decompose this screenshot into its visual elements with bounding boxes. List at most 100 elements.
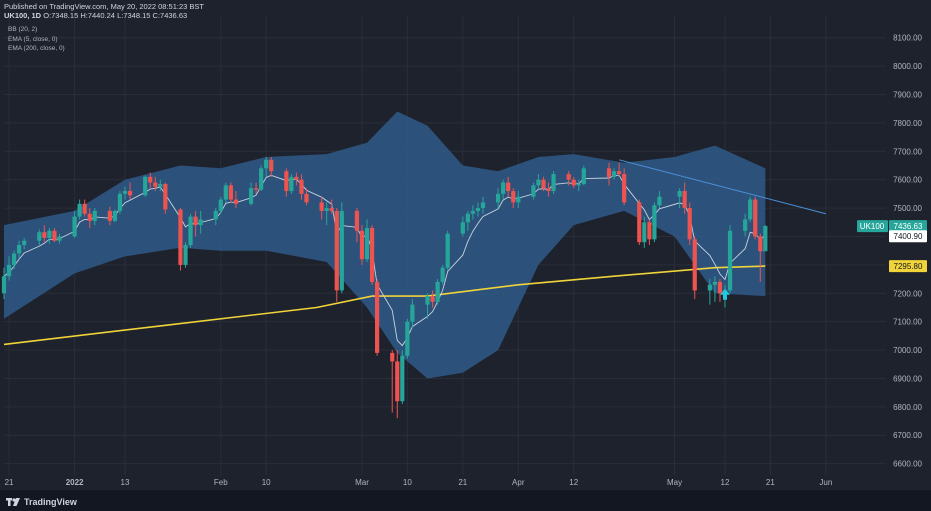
candle-body	[677, 191, 682, 197]
candle-body	[178, 209, 183, 265]
price-label-box	[889, 260, 927, 273]
candle-body	[611, 171, 617, 177]
candle-body	[253, 188, 259, 190]
candle	[687, 202, 692, 245]
candle-body	[435, 281, 440, 302]
price-label-value: 7400.90	[894, 232, 923, 241]
candle-body	[430, 296, 435, 302]
candle-body	[727, 230, 733, 291]
candle-body	[375, 281, 380, 353]
candle	[622, 168, 627, 206]
candle	[57, 233, 62, 244]
price-axis[interactable]: 6600.00 6700.00 6800.00 6900.00 7000.00 7100.…	[886, 0, 931, 490]
candle-body	[400, 355, 405, 402]
candle-body	[218, 199, 223, 211]
candle-body	[717, 281, 723, 294]
y-tick-label: 8000.00	[893, 62, 922, 71]
candle-body	[470, 210, 475, 214]
ema200-price: 7295.80	[889, 260, 927, 273]
candle-body	[289, 176, 294, 192]
candle-body	[541, 179, 546, 189]
candle-body	[637, 202, 642, 243]
open-value: 7348.15	[51, 11, 79, 20]
candle	[213, 208, 218, 226]
trendline[interactable]	[618, 159, 826, 215]
candle-body	[329, 208, 334, 211]
high-label: H:	[80, 11, 88, 20]
candle	[77, 199, 82, 220]
candle-body	[445, 233, 450, 268]
candle-body	[107, 210, 112, 221]
candle	[294, 172, 299, 186]
candle-body	[153, 182, 158, 187]
candle	[758, 233, 763, 282]
candle-body	[148, 176, 153, 183]
candle-body	[37, 232, 42, 241]
candle	[87, 208, 92, 228]
y-tick-label: 7800.00	[893, 119, 922, 128]
candle	[198, 210, 203, 234]
indicator-bb[interactable]: BB (20, 2)	[8, 26, 38, 33]
candle-body	[712, 281, 718, 285]
candle	[753, 196, 758, 240]
x-tick-label: Feb	[214, 478, 228, 487]
candle-body	[551, 174, 556, 192]
x-tick-label: Mar	[355, 478, 369, 487]
published-info: Published on TradingView.com, May 20, 20…	[4, 2, 204, 11]
price-label-value: 7295.80	[894, 262, 923, 271]
candle	[148, 172, 153, 189]
open-label: O:	[43, 11, 52, 20]
candle-body	[22, 240, 27, 245]
candle	[52, 227, 57, 243]
candle	[143, 175, 148, 197]
candle	[37, 229, 42, 245]
x-tick-label: 12	[569, 478, 578, 487]
tradingview-logo[interactable]: TradingView	[6, 497, 77, 507]
candle-body	[642, 222, 647, 243]
candle	[571, 176, 576, 189]
candle-body	[546, 188, 551, 192]
candle-body	[480, 202, 486, 209]
candle	[289, 174, 294, 194]
indicator-ema200[interactable]: EMA (200, close, 0)	[8, 45, 65, 52]
candle-body	[692, 239, 697, 291]
candle	[299, 174, 304, 200]
candle-body	[1, 276, 7, 294]
candle	[390, 350, 395, 413]
candle-body	[188, 216, 193, 245]
candle	[677, 188, 682, 209]
candle	[259, 165, 264, 192]
candle-body	[17, 245, 22, 254]
candle-body	[213, 210, 218, 220]
candle-body	[228, 185, 233, 200]
candle	[692, 236, 697, 299]
price-chart[interactable]: 6600.00 6700.00 6800.00 6900.00 7000.00 7100.…	[0, 0, 931, 490]
x-tick-label: 12	[721, 478, 730, 487]
time-axis[interactable]: 21 2022 13 Feb 10 Mar 10 21 Apr 12 May 12 21 Jun	[0, 475, 931, 490]
candle	[475, 202, 481, 217]
candle-body	[576, 183, 581, 186]
y-tick-label: 7700.00	[893, 147, 922, 156]
candle-body	[687, 208, 692, 240]
candle-body	[284, 171, 289, 192]
candle-body	[163, 183, 168, 210]
candle	[253, 182, 259, 194]
candle	[82, 199, 87, 217]
candle	[647, 219, 652, 245]
y-tick-label: 7200.00	[893, 289, 922, 298]
candle	[324, 202, 329, 226]
candle-body	[11, 253, 17, 265]
y-tick-label: 7000.00	[893, 346, 922, 355]
indicator-ema5[interactable]: EMA (5, close, 0)	[8, 36, 58, 43]
candle	[369, 225, 375, 285]
candle	[269, 156, 274, 177]
candle-body	[259, 168, 264, 190]
symbol-tag-box	[857, 220, 888, 233]
candle-body	[72, 216, 77, 237]
x-tick-label: 21	[458, 478, 467, 487]
candle-body	[758, 236, 763, 252]
price-label-box	[889, 220, 927, 233]
candle	[611, 168, 617, 180]
candle-body	[47, 230, 52, 238]
candle	[551, 171, 556, 194]
